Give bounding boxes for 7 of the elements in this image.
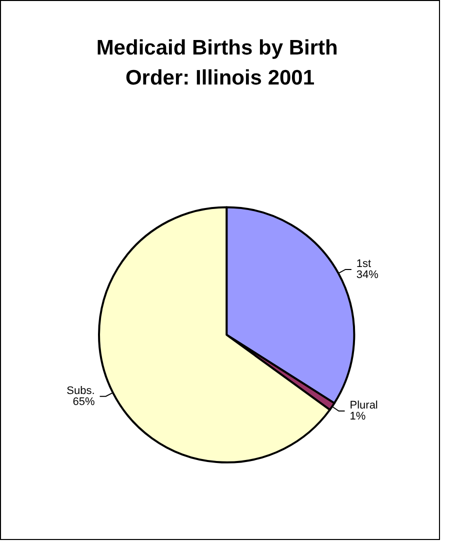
slice-label: 1st xyxy=(356,258,372,270)
data-label: 65% xyxy=(72,396,95,408)
slice-label: Subs. xyxy=(66,384,95,397)
slice-label: Plural xyxy=(350,400,378,412)
data-label: 34% xyxy=(356,268,379,281)
chart-title: Medicaid Births by Birth Order: Illinois 2001 xyxy=(96,36,344,90)
data-label: 1% xyxy=(350,410,366,423)
